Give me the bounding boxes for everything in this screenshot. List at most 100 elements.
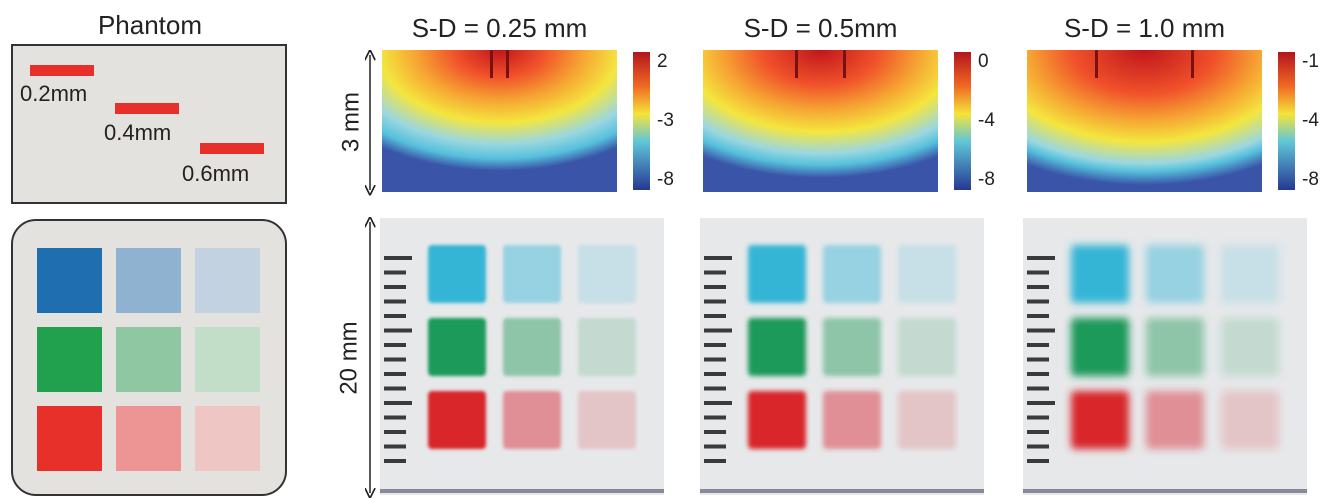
- ruler-tick: [384, 300, 406, 304]
- photo-square: [503, 391, 561, 449]
- depth-bar: [30, 65, 94, 76]
- ruler-tick: [384, 314, 406, 318]
- ruler-tick: [384, 256, 412, 260]
- phantom-square: [37, 327, 102, 392]
- colorbar-tick-label: -8: [1302, 169, 1319, 190]
- photo-square: [503, 245, 561, 303]
- phantom-square: [116, 406, 181, 471]
- colorbar-tick-label: 2: [657, 51, 668, 72]
- photo-square: [898, 391, 956, 449]
- ruler-tick: [384, 285, 406, 289]
- photo-square: [578, 391, 636, 449]
- ruler-tick: [704, 329, 732, 333]
- photo-square: [898, 245, 956, 303]
- ruler-tick: [384, 329, 412, 333]
- ruler-tick: [1027, 358, 1049, 362]
- depth-label: 0.2mm: [20, 81, 87, 106]
- photo-square: [578, 245, 636, 303]
- colorbar-tick-label: -1: [1302, 51, 1319, 72]
- ruler-tick: [704, 343, 726, 347]
- photo-edge: [1023, 489, 1307, 493]
- ruler-tick: [704, 401, 732, 405]
- photo-square: [748, 318, 806, 376]
- ruler-tick: [1027, 459, 1049, 463]
- depth-scale-label: 3 mm: [337, 92, 364, 152]
- ruler-tick: [704, 300, 726, 304]
- colorbar-tick-label: -8: [657, 169, 674, 190]
- ruler-tick: [1027, 314, 1049, 318]
- ruler-tick: [704, 430, 726, 434]
- ruler-tick: [704, 372, 726, 376]
- phantom-square: [195, 248, 260, 313]
- ruler-tick: [1027, 401, 1055, 405]
- ruler-tick: [384, 358, 406, 362]
- ruler-tick: [1027, 329, 1055, 333]
- photo-square: [1221, 245, 1279, 303]
- photo-square: [823, 245, 881, 303]
- ruler-tick: [384, 271, 406, 275]
- ruler-tick: [704, 271, 726, 275]
- ruler-tick: [384, 459, 406, 463]
- colorbar-tick-label: 0: [978, 51, 989, 72]
- phantom-square: [195, 327, 260, 392]
- heatmap: [382, 50, 617, 192]
- width-scale-label: 20 mm: [335, 321, 362, 394]
- colorbar: [954, 52, 971, 190]
- colorbar-tick-label: -4: [978, 110, 995, 131]
- phantom-square: [116, 248, 181, 313]
- ruler-tick: [704, 416, 726, 420]
- phantom-title: Phantom: [98, 10, 202, 40]
- ruler-tick: [1027, 416, 1049, 420]
- photo-square: [503, 318, 561, 376]
- depth-label: 0.6mm: [182, 161, 249, 186]
- photo-square: [1071, 318, 1129, 376]
- photo-square: [1146, 318, 1204, 376]
- depth-bar: [200, 143, 264, 154]
- photo-square: [1071, 391, 1129, 449]
- photo-edge: [380, 489, 664, 493]
- panel-title: S-D = 0.5mm: [744, 13, 898, 43]
- panel-title: S-D = 1.0 mm: [1064, 13, 1225, 43]
- ruler-tick: [1027, 343, 1049, 347]
- ruler-tick: [1027, 271, 1049, 275]
- photo-square: [578, 318, 636, 376]
- depth-label: 0.4mm: [104, 120, 171, 145]
- ruler-tick: [704, 285, 726, 289]
- ruler-tick: [384, 445, 406, 449]
- ruler-tick: [1027, 372, 1049, 376]
- photo-square: [428, 318, 486, 376]
- photo-square: [823, 391, 881, 449]
- photo-square: [1221, 318, 1279, 376]
- ruler-tick: [704, 459, 726, 463]
- ruler-tick: [704, 314, 726, 318]
- photo-square: [898, 318, 956, 376]
- phantom-square: [116, 327, 181, 392]
- photo-square: [1146, 391, 1204, 449]
- phantom-square: [37, 406, 102, 471]
- photo-square: [748, 245, 806, 303]
- ruler-tick: [704, 445, 726, 449]
- ruler-tick: [1027, 430, 1049, 434]
- ruler-tick: [384, 416, 406, 420]
- phantom-squares: [37, 248, 260, 471]
- ruler-tick: [1027, 387, 1049, 391]
- ruler-tick: [384, 343, 406, 347]
- photo-square: [1146, 245, 1204, 303]
- photo-square: [823, 318, 881, 376]
- ruler-tick: [384, 387, 406, 391]
- photo-square: [748, 391, 806, 449]
- panel-title: S-D = 0.25 mm: [412, 13, 588, 43]
- ruler-tick: [704, 358, 726, 362]
- figure: Phantom 0.2mm 0.4mm 0.6mm 3 mm 20 mm S-D…: [0, 0, 1332, 498]
- colorbar-tick-label: -4: [1302, 110, 1319, 131]
- depth-bar: [115, 103, 179, 114]
- phantom-square: [37, 248, 102, 313]
- photo-square: [1221, 391, 1279, 449]
- colorbar: [633, 52, 650, 190]
- heatmap: [703, 50, 938, 192]
- phantom-square: [195, 406, 260, 471]
- ruler-tick: [384, 372, 406, 376]
- ruler-tick: [384, 401, 412, 405]
- colorbar: [1278, 52, 1295, 190]
- ruler-tick: [704, 256, 732, 260]
